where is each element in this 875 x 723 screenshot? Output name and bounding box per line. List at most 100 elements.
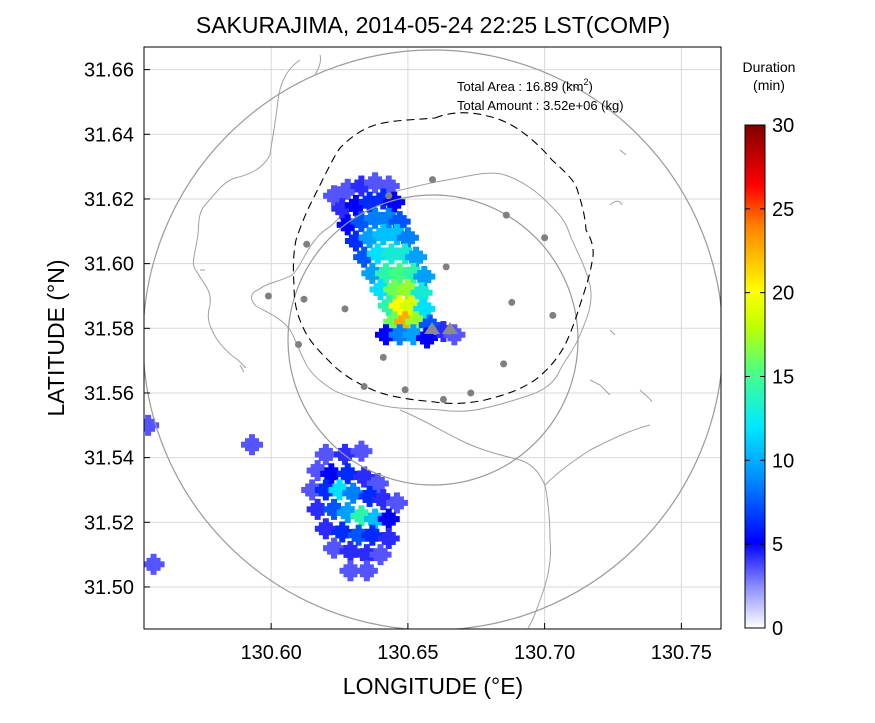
- coastline: [192, 54, 653, 629]
- heatmap-cell: [375, 324, 398, 346]
- heatmap-cell-v: [331, 498, 338, 520]
- x-tick-label: 130.60: [241, 642, 302, 664]
- heatmap-cell-v: [341, 443, 348, 465]
- heatmap-cell: [388, 324, 411, 346]
- colorbar-tick-label: 20: [772, 283, 794, 305]
- heatmap-cell-v: [352, 194, 359, 216]
- heatmap-cell: [144, 414, 160, 436]
- heatmap-cell: [388, 262, 411, 284]
- heatmap-cell-v: [404, 279, 411, 300]
- colorbar-tick-label: 10: [772, 450, 794, 472]
- heatmap-cell-v: [440, 321, 447, 343]
- heatmap-cell-v: [393, 224, 400, 246]
- heatmap-cell: [413, 298, 436, 320]
- heatmap-cell: [144, 553, 165, 575]
- heatmap-cell-v: [385, 527, 392, 549]
- heatmap-cell: [369, 544, 392, 566]
- heatmap-cell-v: [374, 473, 381, 494]
- station-marker: [341, 305, 349, 313]
- heatmap-cell-v: [339, 521, 346, 543]
- x-tick-label: 130.70: [514, 642, 575, 664]
- total-amount-text: Total Amount : 3.52e+06 (kg): [457, 98, 624, 113]
- x-tick-label: 130.75: [651, 642, 712, 664]
- y-axis: 31.50 31.52 31.54 31.56 31.58 31.60 31.62 31.64…: [84, 60, 150, 599]
- y-tick-label: 31.50: [84, 577, 134, 599]
- heatmap-cell-v: [393, 492, 400, 514]
- heatmap-cell-v: [372, 207, 379, 229]
- heatmap-cell-v: [391, 279, 398, 300]
- y-tick-label: 31.64: [84, 124, 134, 146]
- heatmap-cell-v: [331, 537, 338, 559]
- x-tick-label: 130.65: [377, 642, 438, 664]
- heatmap-cell-v: [344, 178, 351, 200]
- total-area-text: Total Area : 16.89 (km2): [457, 77, 593, 94]
- heatmap-cell: [314, 443, 337, 465]
- heatmap-cell-v: [451, 324, 458, 346]
- heatmap-cell-v: [314, 460, 321, 482]
- heatmap-cell-v: [380, 224, 387, 246]
- y-axis-label: LATITUDE (°N): [43, 260, 69, 417]
- plot-area: Total Area : 16.89 (km2) Total Amount : …: [143, 46, 722, 630]
- y-tick-label: 31.54: [84, 448, 134, 470]
- heatmap-cell-v: [309, 479, 316, 501]
- station-marker: [541, 234, 549, 242]
- y-tick-label: 31.58: [84, 318, 134, 340]
- colorbar: Duration (min) 0 5 10 15 20 25 30: [743, 59, 796, 640]
- heatmap-cell-v: [352, 230, 359, 252]
- heatmap-cell: [331, 521, 354, 543]
- heatmap-cell-v: [369, 262, 376, 284]
- heatmap-cell: [383, 279, 406, 300]
- heatmap-cell-v: [396, 211, 403, 233]
- heatmap-cell: [364, 207, 387, 229]
- heatmap-cell-v: [421, 298, 428, 320]
- dashed-boundary: [292, 112, 594, 405]
- heatmap-cell-v: [372, 172, 379, 194]
- heatmap-cell-v: [339, 198, 346, 220]
- heatmap-cell-h: [144, 422, 160, 429]
- colorbar-tick-label: 25: [772, 199, 794, 221]
- heatmap-cell-v: [385, 175, 392, 197]
- colorbar-title-line2: (min): [753, 77, 785, 93]
- heatmap-cell-v: [377, 544, 384, 566]
- y-tick-label: 31.60: [84, 254, 134, 276]
- colorbar-tick-label: 30: [772, 115, 794, 137]
- heatmap-cell-v: [410, 262, 417, 284]
- inner-range-ring: [287, 194, 579, 486]
- station-marker: [549, 311, 557, 319]
- heatmap-cell-v: [418, 282, 425, 304]
- heatmap-cell-v: [344, 502, 351, 524]
- plot-frame: [143, 46, 722, 630]
- heatmap-cell-v: [361, 466, 368, 488]
- heatmap-cell: [241, 434, 264, 456]
- heatmap-cell-v: [150, 553, 157, 575]
- heatmap-cell: [347, 524, 370, 546]
- heatmap-cell-v: [366, 227, 373, 249]
- heatmap-cell-v: [328, 463, 335, 485]
- station-marker: [300, 295, 308, 303]
- heatmap-cell-v: [383, 262, 390, 284]
- colorbar-ticks: 0 5 10 15 20 25 30: [745, 115, 794, 640]
- heatmap-cell-v: [377, 279, 384, 300]
- station-marker: [295, 340, 303, 348]
- station-marker: [500, 360, 508, 368]
- heatmap-cell-v: [347, 560, 354, 582]
- heatmap-cell-v: [366, 485, 373, 507]
- heatmap-cell: [306, 498, 329, 520]
- heatmap-cell: [339, 560, 362, 582]
- heatmap-cell-v: [322, 479, 329, 501]
- heatmap-cell-v: [385, 508, 392, 530]
- heatmap-cell: [350, 440, 373, 462]
- heatmap-cell-v: [421, 266, 428, 288]
- heatmap-cell: [385, 492, 408, 514]
- heatmap-cell-v: [347, 540, 354, 562]
- heatmap-cell-v: [322, 518, 329, 540]
- heatmap-cell-v: [380, 489, 387, 511]
- chart-title: SAKURAJIMA, 2014-05-24 22:25 LST(COMP): [196, 12, 670, 38]
- heatmap-cell-v: [363, 560, 370, 582]
- heatmap-cell-v: [363, 544, 370, 566]
- heatmap-cell-v: [413, 246, 420, 268]
- heatmap-cell: [366, 473, 389, 494]
- heatmap-cell: [410, 282, 433, 304]
- heatmap-cell-v: [391, 191, 398, 213]
- station-marker: [360, 383, 368, 390]
